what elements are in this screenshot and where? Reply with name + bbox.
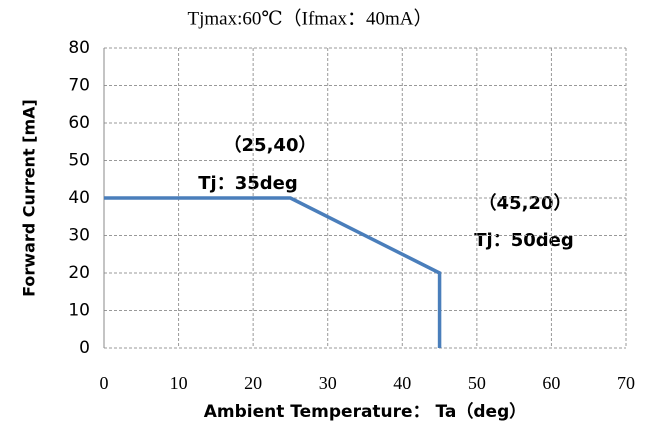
y-tick-label: 0	[79, 338, 90, 358]
x-tick-label: 70	[617, 373, 635, 393]
annotation: （45,20）	[479, 193, 572, 214]
x-tick-label: 40	[393, 373, 411, 393]
x-tick-label: 50	[468, 373, 486, 393]
annotation: Tj：35deg	[198, 173, 297, 194]
annotation: Tj：50deg	[474, 230, 573, 251]
y-tick-label: 60	[68, 113, 90, 133]
y-tick-label: 70	[68, 76, 90, 96]
data-line	[104, 196, 442, 348]
y-tick-label: 20	[68, 263, 90, 283]
chart-title: Tjmax:60℃（Ifmax：40mA）	[188, 7, 433, 29]
annotation: （25,40）	[224, 135, 317, 156]
x-tick-label: 60	[542, 373, 560, 393]
x-tick-label: 20	[244, 373, 262, 393]
x-axis-label: Ambient Temperature： Ta（deg）	[204, 401, 527, 422]
x-tick-label: 0	[100, 373, 109, 393]
y-tick-label: 30	[68, 226, 90, 246]
y-tick-label: 50	[68, 151, 90, 171]
x-tick-label: 10	[170, 373, 188, 393]
y-tick-label: 10	[68, 301, 90, 321]
x-tick-label: 30	[319, 373, 337, 393]
y-axis-label: Forward Current [mA]	[20, 99, 39, 297]
y-tick-label: 80	[68, 38, 90, 58]
y-tick-label: 40	[68, 188, 90, 208]
